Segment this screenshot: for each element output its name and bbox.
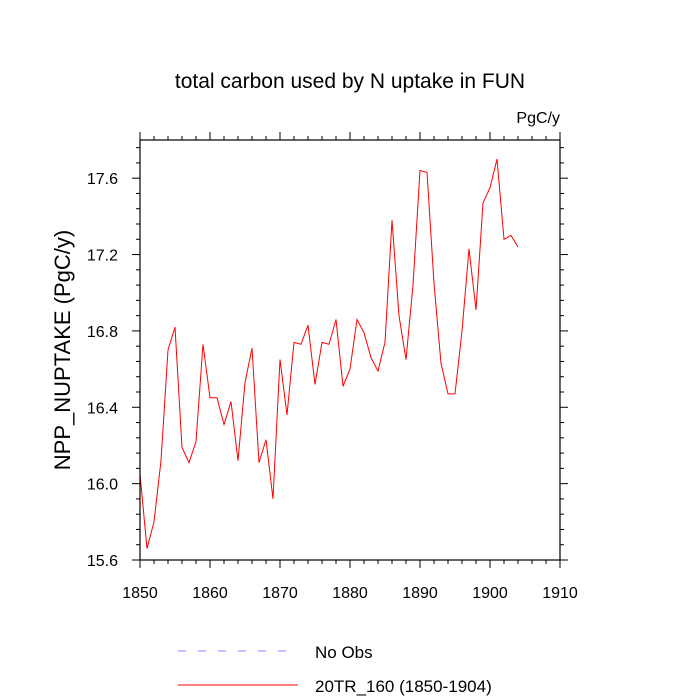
x-tick-label: 1850 [122,585,158,602]
chart-title: total carbon used by N uptake in FUN [175,70,525,93]
x-tick-label: 1860 [192,585,228,602]
y-axis-label: NPP_NUPTAKE (PgC/y) [50,230,75,470]
x-tick-label: 1890 [402,585,438,602]
y-tick-label: 15.6 [87,553,118,570]
y-tick-label: 16.4 [87,400,118,417]
legend-label-no-obs: No Obs [315,643,373,662]
y-tick-label: 17.6 [87,171,118,188]
y-tick-label: 16.8 [87,324,118,341]
legend: No Obs 20TR_160 (1850-1904) [178,643,492,696]
x-tick-label: 1900 [472,585,508,602]
y-tick-label: 17.2 [87,248,118,265]
plot-frame [139,139,561,561]
x-tick-label: 1880 [332,585,368,602]
x-tick-label: 1870 [262,585,298,602]
units-label: PgC/y [516,110,560,127]
axis-ticks [132,132,568,568]
legend-label-20tr-160: 20TR_160 (1850-1904) [315,677,492,696]
series-layer [139,158,519,549]
series-line-20tr-160-1850-1904- [139,158,519,549]
y-tick-label: 16.0 [87,477,118,494]
axis-tick-labels: 1850 1860 1870 1880 1890 1900 1910 15.6 16.0 16.4… [87,171,578,602]
x-tick-label: 1910 [542,585,578,602]
